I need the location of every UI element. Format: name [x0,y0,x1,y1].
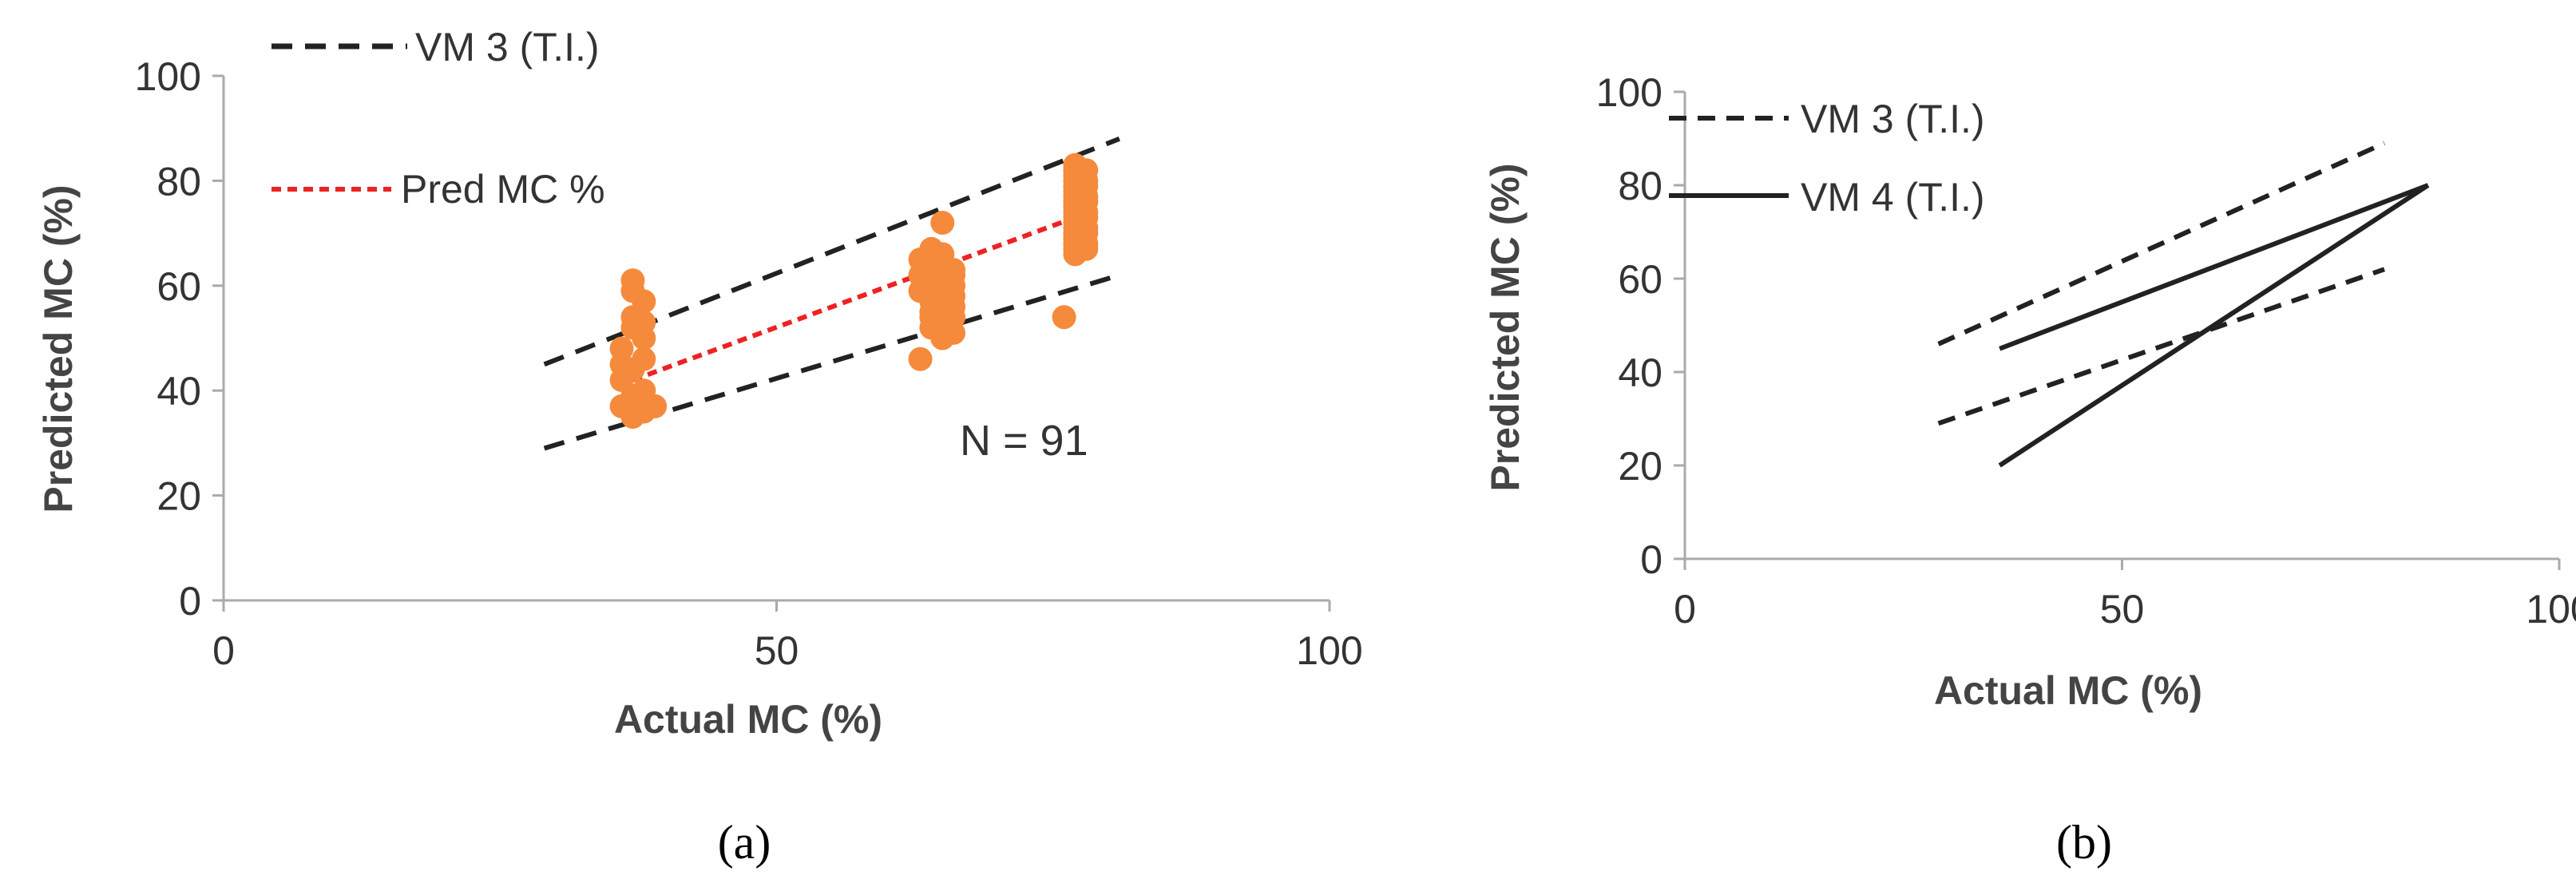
panel-b-axes [1683,92,2559,560]
panel-b-legend-label-vm3: VM 3 (T.I.) [1801,97,1985,141]
pb-y-tick-label: 100 [1596,70,1663,115]
pa-y-tick-label: 20 [157,474,201,519]
panel-b-chart: 0 20 40 60 80 100 0 50 100 Actual MC (%) Predic… [1483,70,2576,869]
pb-series-line-2 [1999,183,2429,351]
pb-x-tick-label: 100 [2526,587,2576,632]
pb-y-tick-label: 40 [1618,350,1663,395]
pa-data-point [1074,200,1099,224]
panel-b-legend: VM 3 (T.I.) VM 4 (T.I.) [1669,97,1985,220]
panel-a-legend-label-pred: Pred MC % [401,167,605,212]
panel-b-x-axis-label: Actual MC (%) [1934,668,2202,713]
pa-data-point [930,273,955,298]
pb-series-line-3 [1998,183,2430,468]
panel-a-legend: VM 3 (T.I.) Pred MC % [271,25,605,212]
panel-b-y-ticks: 0 20 40 60 80 100 [1596,70,1685,582]
pa-data-point [643,394,668,418]
pa-data-point [1063,236,1088,261]
pa-data-point [1074,168,1099,193]
pa-data-point [908,263,933,287]
pa-y-tick-label: 0 [179,579,201,624]
pa-x-tick-label: 50 [755,628,799,673]
pb-x-tick-label: 0 [1674,587,1696,632]
panel-a-axes [222,76,1330,602]
pa-data-point [919,305,944,330]
panel-a-y-axis-label: Predicted MC (%) [36,184,81,513]
pa-y-tick-label: 80 [157,159,201,204]
pa-data-point [609,352,634,377]
pb-y-tick-label: 0 [1640,537,1663,582]
pa-x-tick-label: 0 [212,628,235,673]
panel-a-annotation: N = 91 [960,417,1088,465]
pa-data-point [908,346,933,371]
pa-data-point [620,405,645,430]
pb-y-tick-label: 80 [1618,164,1663,208]
panel-b-x-ticks: 0 50 100 [1674,559,2576,632]
panel-a-caption: (a) [718,816,771,869]
panel-a-chart: 0 20 40 60 80 100 0 50 100 Actual MC (%) Predic… [36,25,1363,869]
pb-series-line-1 [1937,267,2385,426]
panel-b-caption: (b) [2056,816,2112,869]
pa-data-point [930,326,955,350]
pa-data-point [941,305,966,330]
pa-data-point [632,310,656,335]
pb-y-tick-label: 60 [1618,257,1663,302]
pa-y-tick-label: 100 [135,54,201,99]
panel-a-legend-label-vm3: VM 3 (T.I.) [415,25,600,69]
pa-x-tick-label: 100 [1296,628,1362,673]
pa-y-tick-label: 40 [157,369,201,414]
panel-b-lines [1937,141,2430,468]
pa-data-point [930,210,955,235]
pb-series-line-0 [1937,141,2386,346]
panel-a-x-ticks: 0 50 100 [212,600,1363,673]
panel-a-points [609,152,1099,430]
pa-data-point [1052,305,1076,330]
panel-b-y-axis-label: Predicted MC (%) [1483,163,1528,491]
panel-a-x-axis-label: Actual MC (%) [614,697,882,742]
panel-b-legend-label-vm4: VM 4 (T.I.) [1801,175,1985,220]
pb-x-tick-label: 50 [2100,587,2145,632]
pa-series-line-2 [632,215,1076,382]
pb-y-tick-label: 20 [1618,444,1663,489]
panel-a-y-ticks: 0 20 40 60 80 100 [135,54,224,624]
pa-y-tick-label: 60 [157,264,201,309]
